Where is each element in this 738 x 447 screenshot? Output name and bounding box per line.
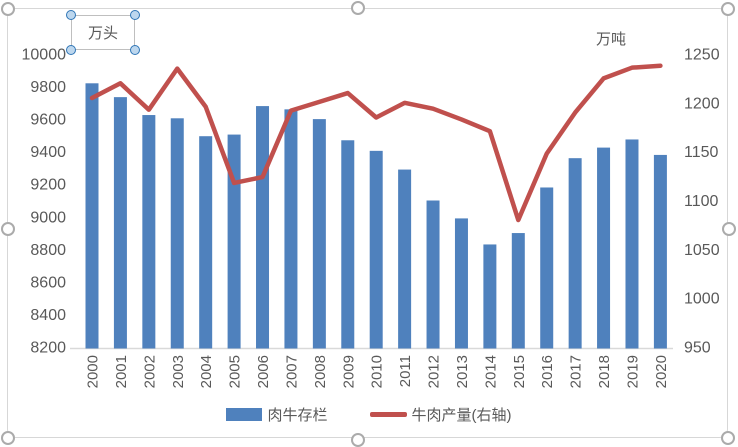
bar-2001[interactable] xyxy=(113,97,127,349)
legend-swatch-line xyxy=(369,412,407,417)
left-axis-tick-label[interactable]: 9200 xyxy=(30,177,66,194)
textbox-resize-handle[interactable] xyxy=(130,10,140,20)
left-axis-unit-textbox[interactable]: 万头 xyxy=(66,10,140,55)
x-axis-label-2009[interactable]: 2009 xyxy=(340,355,357,388)
right-axis-unit-label[interactable]: 万吨 xyxy=(596,31,627,48)
bar-2000[interactable] xyxy=(85,83,99,349)
bar-2011[interactable] xyxy=(398,169,412,349)
x-axis-label-2000[interactable]: 2000 xyxy=(85,355,102,388)
left-axis-tick-label[interactable]: 8600 xyxy=(30,274,66,291)
x-axis-label-2002[interactable]: 2002 xyxy=(141,355,158,388)
bar-2006[interactable] xyxy=(256,106,270,349)
bar-2020[interactable] xyxy=(653,154,667,349)
chart-resize-handle-top-left[interactable] xyxy=(1,2,15,16)
textbox-resize-handle[interactable] xyxy=(66,45,76,55)
right-axis-tick-label[interactable]: 1100 xyxy=(684,193,719,210)
left-axis-tick-label[interactable]: 10000 xyxy=(22,47,67,64)
chart-resize-handle-bottom-right[interactable] xyxy=(721,431,735,445)
left-axis-tick-label[interactable]: 9600 xyxy=(30,112,66,129)
bar-2008[interactable] xyxy=(312,119,326,349)
textbox-resize-handle[interactable] xyxy=(130,45,140,55)
bar-2005[interactable] xyxy=(227,134,241,349)
x-axis-label-2015[interactable]: 2015 xyxy=(511,355,528,388)
x-axis-label-2012[interactable]: 2012 xyxy=(426,355,443,388)
bar-2009[interactable] xyxy=(341,140,355,349)
x-axis-label-2004[interactable]: 2004 xyxy=(198,355,215,388)
x-axis-label-2006[interactable]: 2006 xyxy=(255,355,272,388)
legend-swatch-bar xyxy=(226,408,263,421)
x-axis-label-2013[interactable]: 2013 xyxy=(454,355,471,388)
bar-2007[interactable] xyxy=(284,109,298,349)
bar-2012[interactable] xyxy=(426,200,440,349)
line-series[interactable] xyxy=(89,63,663,223)
bar-2002[interactable] xyxy=(142,115,156,349)
x-axis-label-2001[interactable]: 2001 xyxy=(113,355,130,388)
bar-2010[interactable] xyxy=(369,150,383,349)
legend-item-line[interactable]: 牛肉产量(右轴) xyxy=(369,404,512,425)
left-axis-unit-label: 万头 xyxy=(87,25,118,42)
x-axis-label-2018[interactable]: 2018 xyxy=(596,355,613,388)
x-axis-label-2020[interactable]: 2020 xyxy=(653,355,670,388)
x-axis-label-2019[interactable]: 2019 xyxy=(624,355,641,388)
x-axis-label-2007[interactable]: 2007 xyxy=(283,355,300,388)
chart-resize-handle-middle-left[interactable] xyxy=(1,222,15,236)
bar-2014[interactable] xyxy=(483,244,497,349)
bar-2015[interactable] xyxy=(511,233,525,349)
legend: 肉牛存栏 牛肉产量(右轴) xyxy=(0,404,738,425)
x-axis-label-2017[interactable]: 2017 xyxy=(568,355,585,388)
right-axis-tick-label[interactable]: 1200 xyxy=(684,95,720,112)
left-axis-tick-label[interactable]: 9000 xyxy=(30,209,66,226)
x-axis-label-2010[interactable]: 2010 xyxy=(369,355,386,388)
right-axis-tick-label[interactable]: 1050 xyxy=(684,242,720,259)
left-axis-tick-label[interactable]: 9800 xyxy=(30,79,66,96)
chart-resize-handle-bottom-left[interactable] xyxy=(1,431,15,445)
bar-2003[interactable] xyxy=(170,118,184,349)
legend-label-line: 牛肉产量(右轴) xyxy=(411,407,512,424)
left-axis-tick-label[interactable]: 8400 xyxy=(30,307,66,324)
left-axis-tick-label[interactable]: 8200 xyxy=(30,340,66,357)
legend-item-bars[interactable]: 肉牛存栏 xyxy=(226,404,328,425)
chart-resize-handle-top-middle[interactable] xyxy=(351,1,365,15)
bar-2013[interactable] xyxy=(454,218,468,349)
chart-resize-handle-middle-right[interactable] xyxy=(722,222,736,236)
left-axis-tick-label[interactable]: 9400 xyxy=(30,144,66,161)
right-axis-tick-label[interactable]: 1250 xyxy=(684,47,720,64)
x-axis-label-2008[interactable]: 2008 xyxy=(312,355,329,388)
right-axis-tick-label[interactable]: 1000 xyxy=(684,291,720,308)
textbox-resize-handle[interactable] xyxy=(66,10,76,20)
bar-2017[interactable] xyxy=(568,158,582,349)
x-axis-label-2011[interactable]: 2011 xyxy=(397,355,414,387)
bar-2004[interactable] xyxy=(199,136,213,349)
x-axis-label-2005[interactable]: 2005 xyxy=(227,355,244,388)
x-axis-label-2016[interactable]: 2016 xyxy=(539,355,556,388)
left-axis-tick-label[interactable]: 8800 xyxy=(30,242,66,259)
chart-resize-handle-bottom-middle[interactable] xyxy=(351,433,365,447)
x-axis-label-2003[interactable]: 2003 xyxy=(170,355,187,388)
x-axis-label-2014[interactable]: 2014 xyxy=(482,355,499,388)
right-axis-tick-label[interactable]: 1150 xyxy=(684,144,719,161)
bar-2018[interactable] xyxy=(597,147,611,349)
right-axis-tick-label[interactable]: 950 xyxy=(684,340,711,357)
bar-2019[interactable] xyxy=(625,139,639,349)
chart-resize-handle-top-right[interactable] xyxy=(721,2,735,16)
bar-2016[interactable] xyxy=(540,187,554,349)
legend-label-bars: 肉牛存栏 xyxy=(267,407,328,424)
